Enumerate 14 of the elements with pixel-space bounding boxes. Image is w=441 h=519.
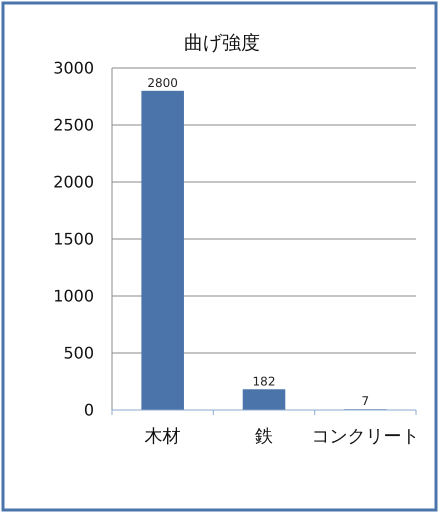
y-tick-label: 1000 xyxy=(53,286,94,306)
y-tick-label: 500 xyxy=(63,344,94,363)
data-label: 7 xyxy=(362,394,370,408)
data-label: 2800 xyxy=(147,76,178,90)
data-label: 182 xyxy=(252,374,276,388)
y-tick-label: 2000 xyxy=(53,172,94,192)
y-tick-label: 1500 xyxy=(53,230,94,249)
y-tick-label: 0 xyxy=(84,400,94,420)
y-tick-label: 3000 xyxy=(53,58,94,78)
x-tick-label: 鉄 xyxy=(255,426,273,447)
x-tick-label: コンクリート xyxy=(311,426,420,447)
chart-title: 曲げ強度 xyxy=(184,32,260,54)
y-tick-label: 2500 xyxy=(53,116,94,135)
x-tick-label: 木材 xyxy=(144,426,181,447)
